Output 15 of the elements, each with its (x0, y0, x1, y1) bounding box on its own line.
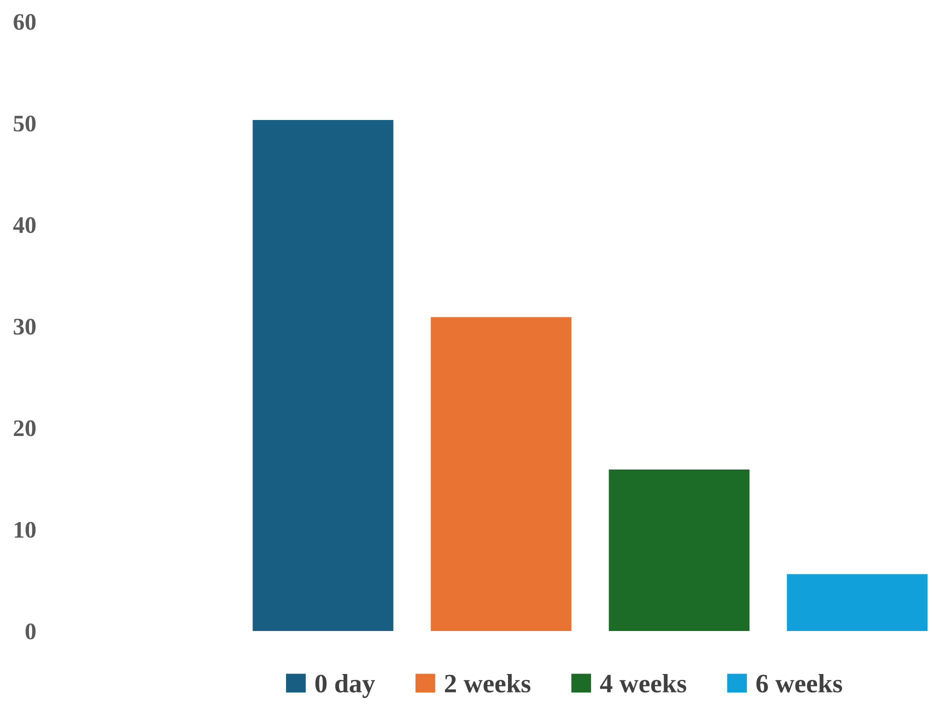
y-tick-label: 10 (14, 522, 36, 538)
bar (608, 469, 750, 631)
y-tick-label: 0 (26, 623, 36, 640)
y-tick-label: 40 (13, 217, 36, 234)
bar (786, 574, 928, 631)
y-tick-label: 20 (14, 420, 36, 436)
legend-label: 0 day (315, 674, 375, 698)
y-tick-label: 60 (14, 14, 36, 30)
legend-label: 4 weeks (600, 674, 686, 693)
bar (252, 120, 394, 631)
y-tick-label: 50 (14, 116, 36, 132)
y-tick-label: 30 (14, 318, 36, 335)
bar (430, 317, 572, 631)
legend-label: 6 weeks (756, 674, 842, 693)
legend-label: 2 weeks (444, 674, 530, 693)
